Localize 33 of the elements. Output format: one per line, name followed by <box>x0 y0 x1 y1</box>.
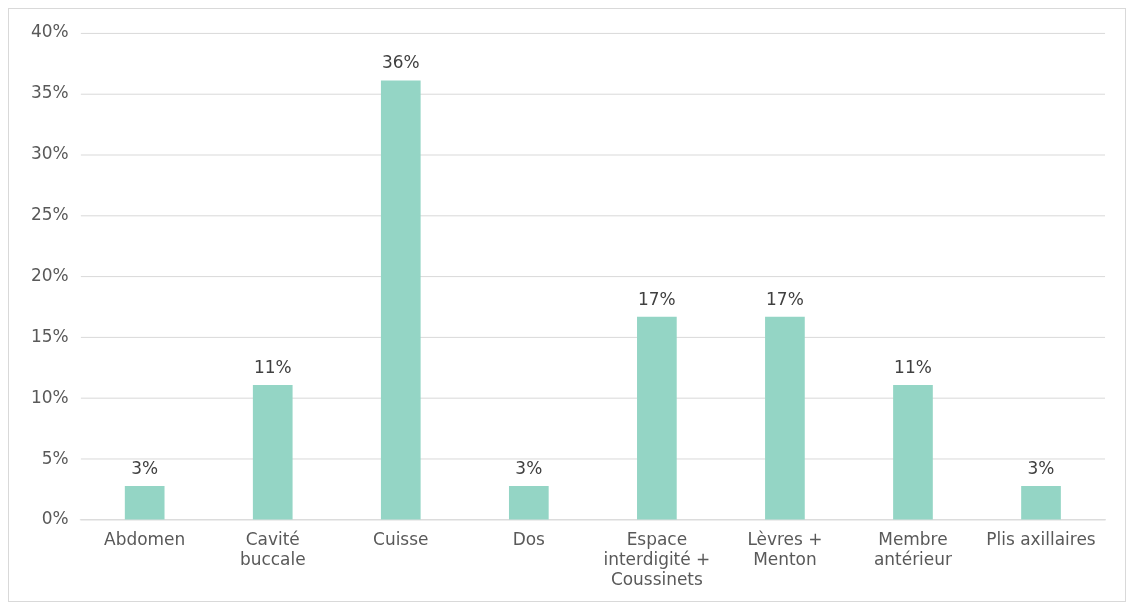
x-tick-label: Espace interdigité + Coussinets <box>603 528 711 590</box>
x-tick-label: Plis axillaires <box>986 528 1096 549</box>
y-tick-label: 10% <box>30 386 69 407</box>
data-label: 17% <box>638 288 676 309</box>
x-tick-label: Cavité buccale <box>239 528 306 569</box>
x-tick-label: Abdomen <box>104 528 186 549</box>
y-tick-label: 30% <box>30 143 69 164</box>
bar <box>893 384 933 520</box>
data-label: 11% <box>894 356 932 377</box>
y-tick-label: 20% <box>30 264 69 285</box>
x-tick-label: Lèvres + Menton <box>747 528 823 569</box>
y-tick-label: 5% <box>41 447 69 468</box>
bar <box>637 316 677 520</box>
x-tick-label: Membre antérieur <box>873 528 953 569</box>
data-label: 11% <box>253 356 292 377</box>
bar <box>1021 485 1061 520</box>
bar <box>252 384 293 520</box>
bar <box>765 316 805 520</box>
data-label: 17% <box>766 288 804 309</box>
data-label: 3% <box>131 457 159 478</box>
data-label: 3% <box>515 457 543 478</box>
bar <box>380 80 421 520</box>
bar <box>124 485 165 520</box>
y-tick-label: 40% <box>30 21 69 42</box>
y-tick-label: 15% <box>30 325 69 346</box>
data-label: 36% <box>381 52 420 73</box>
y-tick-label: 25% <box>30 204 69 225</box>
x-tick-label: Dos <box>512 528 545 549</box>
data-label: 3% <box>1027 457 1055 478</box>
bar <box>508 485 549 520</box>
x-tick-label: Cuisse <box>373 528 429 549</box>
y-tick-label: 35% <box>30 82 69 103</box>
y-tick-label: 0% <box>41 508 69 529</box>
